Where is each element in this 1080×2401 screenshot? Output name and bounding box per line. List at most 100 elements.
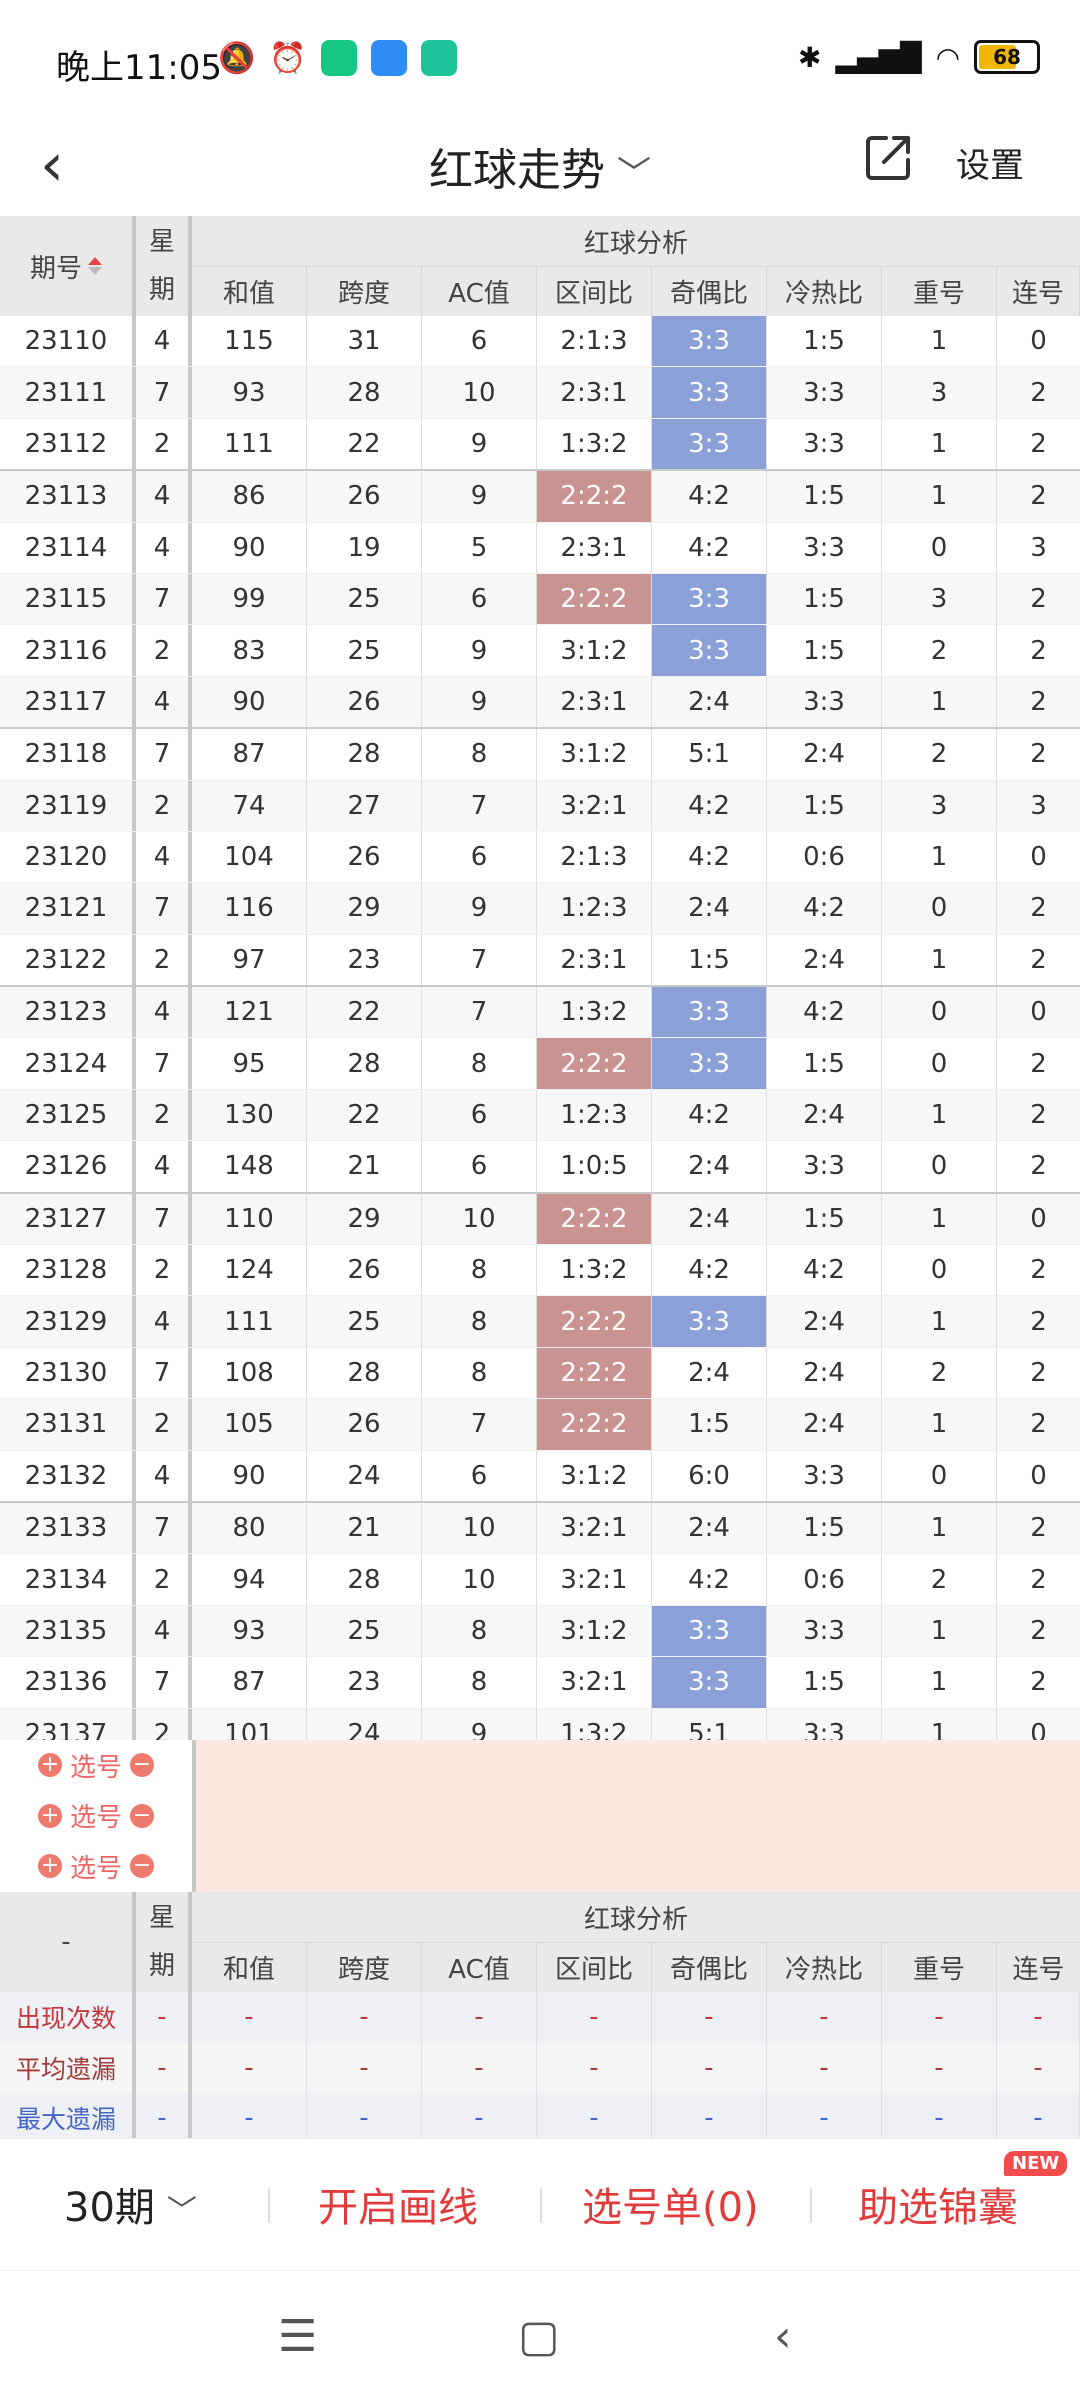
home-icon[interactable]: ▢ [518, 2311, 560, 2362]
alarm-icon: ⏰ [269, 40, 307, 76]
cell-odd-even: 2:4 [652, 676, 767, 728]
cell-consecutive: 2 [1030, 1151, 1047, 1182]
minus-icon[interactable]: − [130, 1803, 154, 1828]
pick-tips-button[interactable]: 助选锦囊 [858, 2185, 1018, 2231]
cell-weekday: 2 [136, 625, 192, 676]
stats-cell: - [422, 1992, 537, 2043]
cell-repeat: 2 [882, 625, 997, 676]
cell-odd-even: 1:5 [652, 934, 767, 986]
red-ball-analysis-header: 红球分析 [192, 216, 1080, 267]
col-header-cold-hot: 冷热比 [767, 1942, 882, 1992]
col-header-odd-even: 奇偶比 [652, 1942, 767, 1992]
cell-span: 28 [307, 729, 422, 780]
cell-zone-ratio: 2:3:1 [537, 522, 652, 573]
cell-cold-hot: 1:5 [767, 471, 882, 522]
share-icon[interactable] [862, 130, 916, 184]
cell-ac: 8 [422, 729, 537, 780]
cell-weekday: 2 [136, 418, 192, 470]
stats-cell: - [997, 1992, 1080, 2043]
period-label: 30期 [64, 2185, 155, 2231]
table-row: 23120 4 104 26 6 2:1:3 4:2 0:6 1 0 [0, 831, 1080, 884]
cell-zone-ratio: 3:2:1 [537, 780, 652, 831]
trend-table-body[interactable]: 23110 4 115 31 6 2:1:3 3:3 1:5 1 0 23111 7 93 28 10 2:3… [0, 316, 1080, 1760]
cell-repeat: 1 [882, 316, 997, 367]
cell-period: 23110 [0, 316, 136, 367]
minus-icon[interactable]: − [130, 1854, 154, 1879]
cell-period: 23135 [0, 1605, 136, 1657]
stats-header: - 星 期 红球分析 和值 跨度 AC值 区间比 奇偶比 冷热比 重号 连号 [0, 1892, 1080, 1992]
stats-row: 平均遗漏 - - - - - - - - - [0, 2042, 1080, 2093]
cell-consecutive: 2 [1030, 1615, 1047, 1646]
settings-button[interactable]: 设置 [956, 146, 1024, 186]
cell-cold-hot: 2:4 [767, 729, 882, 780]
cell-ac: 8 [422, 1038, 537, 1089]
cell-odd-even: 6:0 [652, 1450, 767, 1501]
cell-ac: 6 [422, 316, 537, 367]
plus-icon[interactable]: + [37, 1753, 62, 1778]
period-sort-header[interactable]: 期号 [0, 216, 136, 316]
cell-weekday: 4 [136, 987, 192, 1038]
pick-row[interactable]: + 选号 − [0, 1791, 192, 1842]
cell-sum: 93 [192, 367, 307, 418]
cell-zone-ratio: 3:1:2 [537, 1450, 652, 1501]
stats-group-header: 红球分析 [192, 1892, 1080, 1943]
cell-ac: 8 [422, 1657, 537, 1708]
cell-span: 25 [307, 573, 422, 625]
cell-sum: 148 [192, 1141, 307, 1192]
cell-zone-ratio: 2:2:2 [537, 471, 652, 522]
table-row: 23122 2 97 23 7 2:3:1 1:5 2:4 1 2 [0, 934, 1080, 988]
pick-list-button[interactable]: 选号单(0) [582, 2185, 759, 2231]
cell-ac: 8 [422, 1296, 537, 1347]
draw-lines-button[interactable]: 开启画线 [318, 2185, 478, 2231]
cell-repeat: 3 [882, 780, 997, 831]
cell-sum: 124 [192, 1245, 307, 1296]
menu-icon[interactable]: ☰ [278, 2311, 318, 2362]
table-row: 23130 7 108 28 8 2:2:2 2:4 2:4 2 2 [0, 1347, 1080, 1400]
back-icon[interactable]: ‹ [40, 130, 64, 200]
period-selector[interactable]: 30期 ﹀ [64, 2175, 197, 2233]
cell-consecutive: 2 [1030, 1100, 1047, 1131]
cell-period: 23111 [0, 367, 136, 418]
cell-consecutive: 2 [1030, 1667, 1047, 1698]
cell-sum: 86 [192, 471, 307, 522]
stats-cell: - [997, 2093, 1080, 2144]
cell-consecutive: 0 [1030, 1203, 1047, 1234]
cell-span: 29 [307, 1193, 422, 1245]
pick-row[interactable]: + 选号 − [0, 1740, 192, 1791]
pick-label: 选号 [69, 1853, 122, 1884]
plus-icon[interactable]: + [37, 1854, 62, 1879]
pick-row[interactable]: + 选号 − [0, 1841, 192, 1892]
col-header-span: 跨度 [307, 1942, 422, 1992]
toolbar-divider [540, 2189, 542, 2223]
table-row: 23123 4 121 22 7 1:3:2 3:3 4:2 0 0 [0, 987, 1080, 1039]
cell-ac: 7 [422, 1399, 537, 1450]
cell-period: 23124 [0, 1038, 136, 1089]
page-title[interactable]: 红球走势 ﹀ [0, 134, 1080, 198]
cell-weekday: 4 [136, 1450, 192, 1501]
pick-area[interactable] [192, 1740, 1080, 1892]
cell-span: 28 [307, 1038, 422, 1089]
cell-cold-hot: 2:4 [767, 1089, 882, 1141]
back-nav-icon[interactable]: ‹ [774, 2311, 792, 2362]
cell-zone-ratio: 1:2:3 [537, 883, 652, 934]
minus-icon[interactable]: − [130, 1753, 154, 1778]
cell-span: 25 [307, 625, 422, 676]
cell-odd-even: 4:2 [652, 1554, 767, 1605]
col-header-odd-even: 奇偶比 [652, 266, 767, 316]
cell-ac: 6 [422, 831, 537, 883]
cell-ac: 7 [422, 934, 537, 986]
cell-consecutive: 0 [1030, 326, 1047, 357]
stats-cell: - [422, 2093, 537, 2144]
cell-repeat: 1 [882, 1502, 997, 1554]
stats-cell: - [192, 2042, 307, 2093]
cell-weekday: 4 [136, 676, 192, 728]
plus-icon[interactable]: + [37, 1803, 62, 1828]
cell-ac: 9 [422, 625, 537, 676]
cell-repeat: 2 [882, 1554, 997, 1605]
chevron-down-icon: ﹀ [617, 154, 651, 194]
cell-repeat: 1 [882, 1657, 997, 1708]
cell-weekday: 2 [136, 1554, 192, 1605]
cell-cold-hot: 3:3 [767, 1450, 882, 1501]
cell-odd-even: 1:5 [652, 1399, 767, 1450]
cell-odd-even: 4:2 [652, 780, 767, 831]
